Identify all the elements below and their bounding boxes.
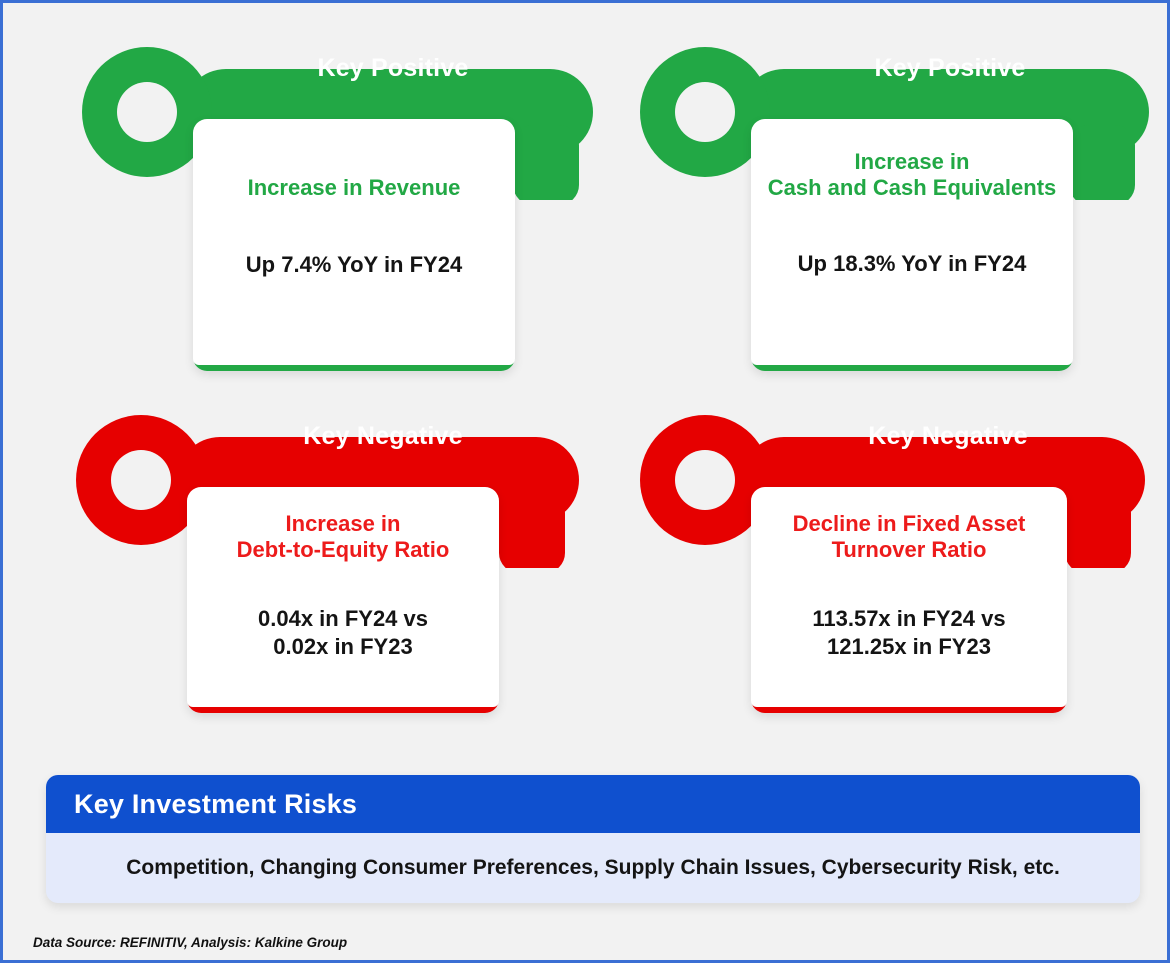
card-title-line: Turnover Ratio (831, 536, 987, 562)
card-panel: Increase in Revenue Up 7.4% YoY in FY24 (193, 119, 515, 371)
card-value: 113.57x in FY24 vs 121.25x in FY23 (812, 605, 1005, 661)
key-investment-risks-banner: Key Investment Risks Competition, Changi… (46, 775, 1140, 903)
card-panel: Increase in Debt-to-Equity Ratio 0.04x i… (187, 487, 499, 713)
key-card-increase-in-cash-and-cash-equivalents: Key Positive Increase in Cash and Cash E… (603, 25, 1163, 371)
data-source-note: Data Source: REFINITIV, Analysis: Kalkin… (33, 935, 348, 950)
risk-banner-body: Competition, Changing Consumer Preferenc… (46, 833, 1140, 903)
card-value-line: 121.25x in FY23 (827, 634, 991, 660)
card-title-line: Increase in Revenue (247, 175, 461, 200)
card-value-line: 113.57x in FY24 vs (812, 605, 1006, 631)
key-card-decline-in-fixed-asset-turnover-ratio: Key Negative Decline in Fixed Asset Turn… (605, 393, 1165, 723)
card-value-line: Up 7.4% YoY in FY24 (245, 251, 463, 277)
card-panel: Decline in Fixed Asset Turnover Ratio 11… (751, 487, 1067, 713)
card-value-line: 0.04x in FY24 vs (258, 605, 428, 631)
card-title-line: Debt-to-Equity Ratio (236, 536, 450, 562)
card-title: Increase in Cash and Cash Equivalents (768, 149, 1057, 201)
key-card-increase-in-revenue: Key Positive Increase in Revenue Up 7.4%… (43, 25, 603, 371)
risk-banner-header: Key Investment Risks (46, 775, 1140, 833)
risk-banner-title: Key Investment Risks (74, 788, 358, 819)
card-title-line: Increase in (854, 149, 970, 174)
card-title-line: Cash and Cash Equivalents (767, 174, 1057, 200)
key-banner-label: Key Negative (868, 422, 1028, 450)
card-title-line: Decline in Fixed Asset (792, 511, 1026, 536)
card-value-line: 0.02x in FY23 (273, 634, 413, 660)
card-title: Decline in Fixed Asset Turnover Ratio (793, 511, 1026, 563)
key-banner-label: Key Positive (874, 54, 1026, 82)
card-title: Increase in Revenue (248, 175, 461, 201)
card-value: 0.04x in FY24 vs 0.02x in FY23 (258, 605, 428, 661)
card-value: Up 18.3% YoY in FY24 (798, 250, 1027, 278)
card-title: Increase in Debt-to-Equity Ratio (237, 511, 450, 563)
key-banner-label: Key Positive (317, 54, 469, 82)
card-panel: Increase in Cash and Cash Equivalents Up… (751, 119, 1073, 371)
key-banner-label: Key Negative (303, 422, 463, 450)
card-title-line: Increase in (285, 511, 401, 536)
card-value-line: Up 18.3% YoY in FY24 (797, 250, 1027, 276)
risk-banner-text: Competition, Changing Consumer Preferenc… (126, 856, 1060, 879)
key-card-increase-in-debt-to-equity-ratio: Key Negative Increase in Debt-to-Equity … (41, 393, 601, 723)
card-value: Up 7.4% YoY in FY24 (246, 251, 462, 279)
